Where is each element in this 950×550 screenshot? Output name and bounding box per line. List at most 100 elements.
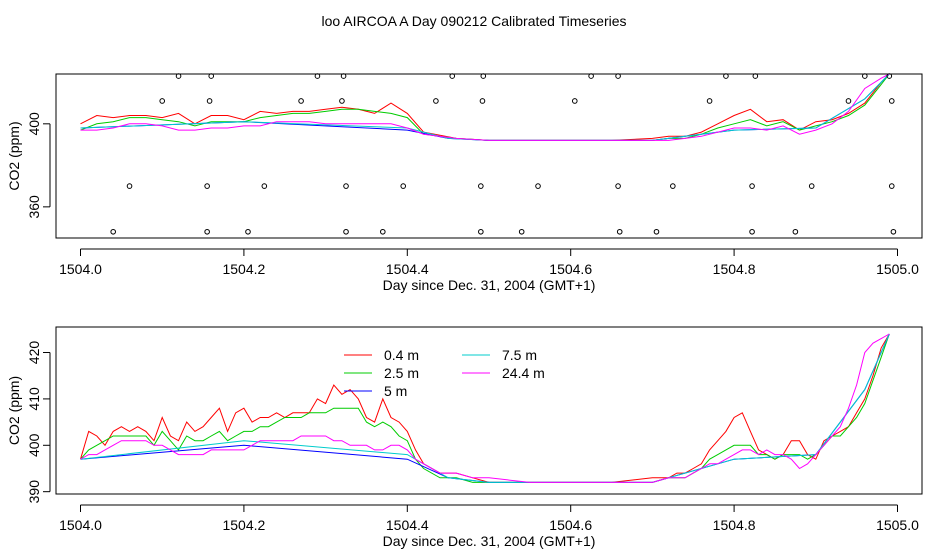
legend: 0.4 m 2.5 m 5 m 7.5 m 24.4 m: [344, 347, 545, 399]
bottom-panel: 1504.0 1504.2 1504.4 1504.6 1504.8 1505.0 Day …: [6, 326, 923, 549]
x-tick-label: 1504.4: [386, 261, 429, 277]
x-tick-label: 1504.6: [549, 517, 592, 533]
marker-point: [208, 73, 215, 79]
series-line-7-5-m: [80, 333, 890, 483]
marker-point: [480, 73, 487, 79]
marker-point: [339, 98, 345, 104]
y-tick-label: 390: [26, 480, 42, 504]
series-line: [80, 73, 890, 141]
marker-point: [886, 73, 893, 79]
legend-item: 24.4 m: [462, 365, 545, 381]
marker-point: [206, 98, 213, 104]
marker-point: [749, 183, 755, 189]
marker-point: [298, 98, 304, 104]
x-tick-label: 1504.8: [713, 517, 756, 533]
x-tick-label: 1504.6: [549, 261, 592, 277]
marker-point: [518, 228, 525, 235]
marker-point: [175, 73, 182, 79]
marker-point: [890, 228, 897, 235]
x-tick-label: 1504.8: [713, 261, 756, 277]
marker-point: [204, 183, 210, 189]
top-panel: 1504.0 1504.2 1504.4 1504.6 1504.8 1505.0 Day …: [6, 73, 923, 293]
marker-point: [379, 228, 386, 235]
marker-point: [343, 228, 349, 235]
y-tick-label: 360: [26, 195, 42, 219]
marker-point: [706, 98, 713, 104]
marker-point: [723, 73, 729, 79]
x-tick-label: 1504.2: [222, 261, 265, 277]
marker-point: [670, 183, 676, 189]
legend-label: 0.4 m: [384, 347, 419, 363]
series-line-5-m: [80, 333, 890, 483]
marker-point: [752, 73, 759, 79]
marker-point: [535, 183, 541, 189]
series-line-2-5-m: [80, 333, 890, 483]
marker-point: [126, 183, 133, 189]
x-tick-label: 1504.0: [59, 261, 102, 277]
marker-point: [449, 73, 456, 79]
series-line-24-4-m: [80, 333, 890, 483]
legend-item: 2.5 m: [344, 365, 419, 381]
x-axis-label: Day since Dec. 31, 2004 (GMT+1): [383, 533, 596, 549]
marker-point: [110, 228, 116, 235]
page-title: loo AIRCOA A Day 090212 Calibrated Times…: [321, 13, 626, 29]
y-tick-label: 400: [26, 112, 42, 136]
y-tick-label: 410: [26, 387, 42, 411]
x-tick-label: 1504.2: [222, 517, 265, 533]
legend-item: 7.5 m: [462, 347, 537, 363]
marker-point: [888, 183, 895, 189]
x-axis-label: Day since Dec. 31, 2004 (GMT+1): [383, 277, 596, 293]
marker-point: [808, 183, 815, 189]
marker-point: [792, 228, 799, 235]
x-tick-label: 1504.0: [59, 517, 102, 533]
plot-frame: [55, 73, 923, 239]
marker-point: [159, 98, 166, 104]
marker-point: [433, 98, 439, 104]
marker-point: [400, 183, 407, 189]
marker-point: [616, 228, 623, 235]
series-line: [80, 73, 890, 141]
y-axis-label: CO2 (ppm): [6, 121, 22, 190]
y-axis: 360 400: [26, 112, 51, 219]
y-axis: 390 400 410 420: [26, 341, 51, 504]
series-line: [80, 73, 890, 141]
marker-point: [479, 98, 486, 104]
marker-point: [261, 183, 268, 189]
x-tick-label: 1505.0: [876, 517, 919, 533]
marker-point: [862, 73, 868, 79]
series-line-0-4-m: [80, 333, 890, 483]
marker-point: [314, 73, 321, 79]
legend-item: 5 m: [344, 383, 407, 399]
plot-frame: [55, 326, 923, 495]
x-axis: 1504.0 1504.2 1504.4 1504.6 1504.8 1505.0: [59, 504, 919, 533]
legend-label: 5 m: [384, 383, 407, 399]
marker-point: [571, 98, 578, 104]
x-axis: 1504.0 1504.2 1504.4 1504.6 1504.8 1505.0: [59, 248, 919, 277]
legend-item: 0.4 m: [344, 347, 419, 363]
legend-label: 24.4 m: [502, 365, 545, 381]
x-tick-label: 1505.0: [876, 261, 919, 277]
marker-point: [204, 228, 210, 235]
marker-point: [588, 73, 594, 79]
series-line: [80, 73, 890, 141]
marker-point: [845, 98, 852, 104]
marker-point: [340, 73, 347, 79]
y-tick-label: 400: [26, 433, 42, 457]
y-tick-label: 420: [26, 341, 42, 365]
marker-point: [888, 98, 895, 104]
marker-point: [245, 228, 251, 235]
marker-point: [749, 228, 755, 235]
y-axis-label: CO2 (ppm): [6, 376, 22, 445]
marker-point: [478, 183, 484, 189]
series-line: [80, 73, 890, 141]
x-tick-label: 1504.4: [386, 517, 429, 533]
marker-point: [653, 228, 660, 235]
marker-point: [615, 183, 621, 189]
marker-point: [615, 73, 621, 79]
marker-point: [343, 183, 349, 189]
marker-point: [478, 228, 484, 235]
legend-label: 7.5 m: [502, 347, 537, 363]
legend-label: 2.5 m: [384, 365, 419, 381]
